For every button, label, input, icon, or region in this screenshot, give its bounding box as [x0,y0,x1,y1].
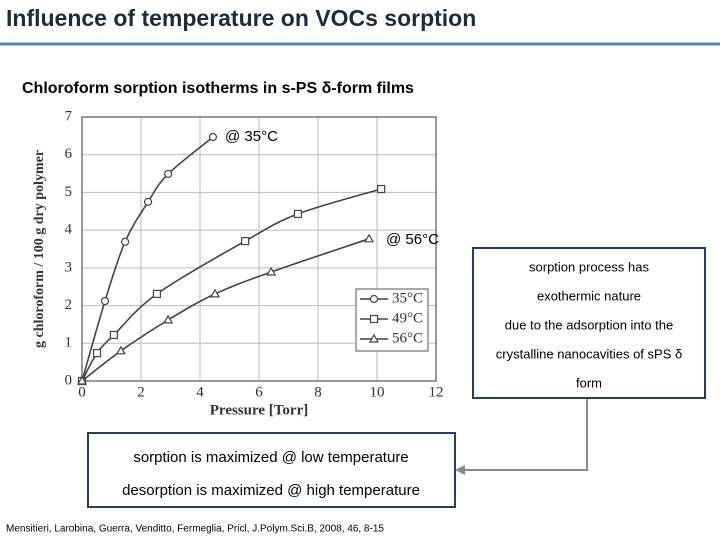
slide-title: Influence of temperature on VOCs sorptio… [6,5,476,31]
conclusion-box [87,432,456,508]
conclusion-line: desorption is maximized @ high temperatu… [122,482,420,499]
annotation: @ 56°C [386,231,439,248]
plot-frame [81,116,437,382]
y-axis-label: g chloroform / 100 g dry polymer [32,150,47,348]
marker [115,345,126,355]
legend-label: 56°C [392,330,423,346]
y-tick-label: 0 [65,372,73,388]
annotation: @ 35°C [225,128,278,145]
x-tick-label: 12 [429,384,444,400]
marker [152,289,162,298]
note-line: exothermic nature [537,288,641,303]
legend-label: 49°C [392,310,423,326]
y-tick-label: 6 [65,146,73,162]
y-tick-label: 1 [65,335,73,351]
x-tick-label: 4 [196,384,204,400]
x-tick-label: 8 [314,384,322,400]
marker [143,197,153,206]
y-tick-label: 4 [65,222,73,238]
citation: Mensitieri, Larobina, Guerra, Venditto, … [6,524,384,535]
y-tick-label: 5 [65,184,73,200]
marker [210,288,221,298]
marker [377,184,386,194]
marker [364,233,375,243]
marker [92,348,102,358]
y-tick-label: 7 [65,108,73,124]
marker [241,236,250,246]
note-line: form [576,375,602,390]
marker [369,314,379,324]
chart-title: Chloroform sorption isotherms in s-PS δ-… [22,80,414,97]
marker [100,296,110,306]
marker [368,333,380,343]
connector [462,399,588,471]
x-axis-label: Pressure [Torr] [210,402,308,418]
marker [369,294,379,304]
legend-label: 35°C [392,290,423,306]
marker [208,132,218,142]
x-tick-label: 0 [78,384,86,400]
note-box [472,247,706,399]
marker [163,314,174,324]
note-line: sorption process has [529,259,649,274]
marker [120,237,130,246]
note-line: due to the adsorption into the [505,317,673,332]
arrow-head [455,465,465,475]
marker [266,266,277,276]
y-tick-label: 3 [65,259,73,275]
marker [109,330,118,340]
conclusion-line: sorption is maximized @ low temperature [133,449,408,466]
x-tick-label: 10 [370,384,385,400]
y-tick-label: 2 [65,297,73,313]
x-tick-label: 6 [255,384,263,400]
note-line: crystalline nanocavities of sPS δ [496,346,682,361]
marker [164,169,173,179]
x-tick-label: 2 [137,384,145,400]
marker [76,375,88,385]
marker [293,209,303,219]
